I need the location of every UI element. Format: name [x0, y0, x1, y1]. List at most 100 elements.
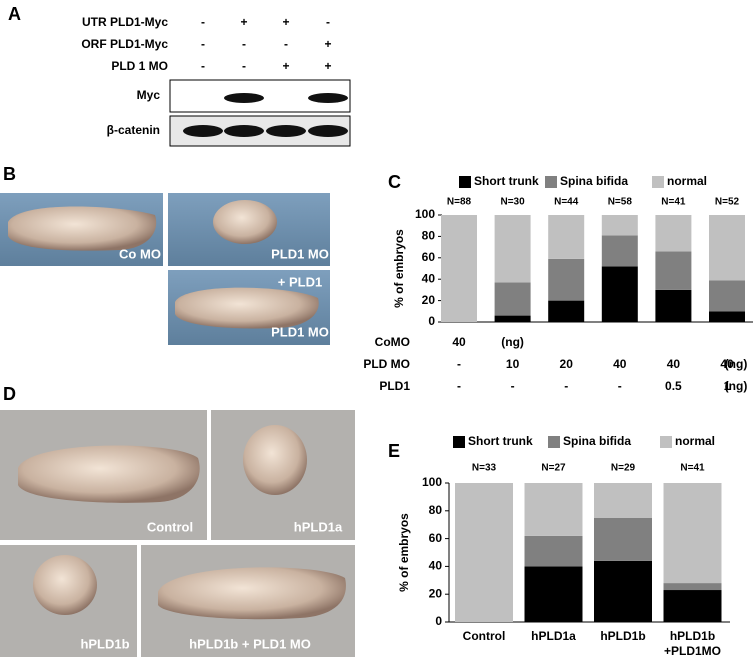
bar-segment	[524, 535, 583, 567]
condition-cell: -	[457, 357, 461, 371]
sign: -	[326, 15, 330, 29]
condition-cell: 40	[720, 357, 734, 371]
y-tick-label: 100	[415, 207, 435, 221]
embryo	[213, 200, 277, 244]
embryo	[243, 425, 307, 495]
image-caption: hPLD1b	[80, 636, 129, 651]
condition-cell: -	[618, 379, 622, 393]
bar-segment	[601, 266, 638, 322]
sign: -	[242, 37, 246, 51]
embryo	[18, 445, 200, 503]
bar-segment	[524, 566, 583, 622]
y-tick-label: 80	[429, 503, 443, 517]
condition-cell: -	[457, 379, 461, 393]
sign: +	[282, 15, 289, 29]
y-axis-label: % of embryos	[397, 513, 411, 592]
band	[224, 125, 264, 137]
panel-label: B	[3, 164, 16, 184]
bar-segment	[494, 315, 531, 322]
legend-swatch	[652, 176, 664, 188]
legend-swatch	[548, 436, 560, 448]
legend-label: normal	[667, 174, 707, 188]
blot-row-label: Myc	[137, 88, 161, 102]
legend-label: Short trunk	[474, 174, 539, 188]
bar-segment	[524, 483, 583, 536]
condition-cell: 10	[506, 357, 520, 371]
bar-segment	[455, 483, 513, 622]
condition-label: PLD MO	[363, 357, 410, 371]
y-tick-label: 100	[422, 475, 442, 489]
bar-segment	[594, 483, 652, 518]
legend-swatch	[453, 436, 465, 448]
bar-segment	[709, 311, 745, 322]
image-caption: Co MO	[119, 246, 161, 261]
bar-segment	[601, 235, 638, 267]
condition-cell: -	[564, 379, 568, 393]
legend-swatch	[459, 176, 471, 188]
condition-cell: 20	[560, 357, 574, 371]
bar-segment	[601, 215, 638, 236]
image-caption: hPLD1b + PLD1 MO	[189, 636, 311, 651]
legend-swatch	[545, 176, 557, 188]
x-tick-label: hPLD1b	[600, 629, 645, 643]
bar-segment	[709, 280, 745, 312]
x-tick-label: Control	[463, 629, 506, 643]
y-tick-label: 60	[429, 531, 443, 545]
embryo	[158, 567, 346, 620]
western-blot	[169, 79, 351, 147]
condition-cell: (ng)	[725, 379, 748, 393]
panel-label: C	[388, 172, 401, 192]
blot-row-label: β-catenin	[107, 123, 160, 137]
n-label: N=30	[501, 197, 526, 208]
embryo-images	[0, 193, 355, 657]
n-label: N=41	[680, 463, 705, 474]
y-tick-label: 0	[435, 614, 442, 628]
n-label: N=33	[472, 463, 497, 474]
condition-label: CoMO	[375, 335, 410, 349]
n-label: N=27	[541, 463, 566, 474]
embryo	[8, 206, 157, 251]
band	[266, 125, 306, 137]
bar-segment	[548, 300, 585, 322]
image-caption: hPLD1a	[294, 519, 343, 534]
n-label: N=58	[608, 197, 633, 208]
image-caption: + PLD1	[278, 274, 322, 289]
sign: +	[324, 37, 331, 51]
condition-cell: 40	[613, 357, 627, 371]
bar-segment	[709, 215, 745, 281]
bar-segment	[655, 251, 692, 290]
y-tick-label: 40	[429, 559, 443, 573]
condition-label: PLD1	[379, 379, 410, 393]
condition-cell: 40	[667, 357, 681, 371]
condition-label: UTR PLD1-Myc	[82, 15, 168, 29]
panel-label: A	[8, 4, 21, 24]
band	[224, 93, 264, 103]
band	[308, 93, 348, 103]
sign: -	[284, 37, 288, 51]
bar-segment	[663, 583, 722, 591]
condition-label: PLD 1 MO	[111, 59, 168, 73]
n-label: N=41	[661, 197, 686, 208]
legend-label: Short trunk	[468, 434, 533, 448]
band	[308, 125, 348, 137]
legend-label: Spina bifida	[560, 174, 628, 188]
sign: -	[201, 15, 205, 29]
n-label: N=88	[447, 197, 472, 208]
legend-label: Spina bifida	[563, 434, 631, 448]
embryo	[33, 555, 97, 615]
x-tick-label: hPLD1b +PLD1MO	[664, 629, 721, 657]
bar-segment	[548, 258, 585, 301]
bar-segment	[441, 215, 477, 322]
legend-swatch	[660, 436, 672, 448]
sign: +	[282, 59, 289, 73]
band	[183, 125, 223, 137]
bar-segment	[494, 282, 531, 316]
sign: +	[324, 59, 331, 73]
condition-cell: (ng)	[725, 357, 748, 371]
image-caption: PLD1 MO	[271, 246, 329, 261]
bar-segment	[594, 517, 652, 561]
x-tick-label: hPLD1a	[531, 629, 576, 643]
sign: -	[242, 59, 246, 73]
